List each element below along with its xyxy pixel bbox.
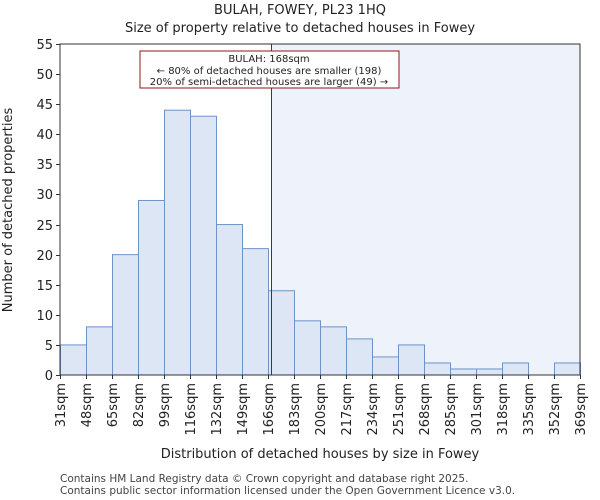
y-tick-label: 5: [45, 339, 53, 354]
x-tick-label: 166sqm: [262, 383, 277, 436]
histogram-bar: [216, 224, 243, 376]
x-tick-label: 369sqm: [574, 383, 589, 436]
y-tick-label: 45: [36, 98, 53, 113]
footer-line-2: Contains public sector information licen…: [60, 485, 516, 497]
y-tick-label: 10: [36, 309, 53, 324]
histogram-bar: [398, 344, 425, 376]
histogram-bar: [502, 362, 529, 376]
x-tick-label: 65sqm: [106, 383, 121, 427]
histogram-bar: [450, 368, 477, 376]
larger-region-shade: [271, 44, 580, 375]
x-tick-label: 251sqm: [392, 383, 407, 436]
y-tick-label: 40: [36, 128, 53, 143]
x-axis-label: Distribution of detached houses by size …: [161, 447, 480, 462]
x-tick-label: 285sqm: [444, 383, 459, 436]
y-tick-label: 30: [36, 188, 53, 203]
annotation-line-2: ← 80% of detached houses are smaller (19…: [157, 66, 382, 77]
x-tick-label: 31sqm: [54, 383, 69, 427]
histogram-bar: [60, 344, 87, 376]
x-tick-label: 217sqm: [340, 383, 355, 436]
y-tick-label: 25: [36, 219, 53, 234]
histogram-bar: [346, 338, 373, 376]
x-tick-label: 301sqm: [470, 383, 485, 436]
histogram-bar: [242, 248, 269, 376]
x-tick-label: 82sqm: [132, 383, 147, 427]
chart-subtitle: Size of property relative to detached ho…: [125, 21, 475, 36]
histogram-bar: [112, 254, 139, 376]
x-tick-label: 200sqm: [314, 383, 329, 436]
annotation-box: [139, 50, 400, 89]
histogram-bar: [372, 356, 399, 376]
x-tick-label: 132sqm: [210, 383, 225, 436]
x-tick-label: 116sqm: [184, 383, 199, 436]
property-annotation: BULAH: 168sqm ← 80% of detached houses a…: [139, 50, 400, 89]
footer-line-1: Contains HM Land Registry data © Crown c…: [60, 473, 469, 485]
y-tick-label: 0: [45, 369, 53, 384]
x-tick-label: 318sqm: [496, 383, 511, 436]
x-tick-label: 234sqm: [366, 383, 381, 436]
histogram-bar: [138, 199, 165, 376]
histogram-bar: [268, 290, 295, 376]
chart-title: BULAH, FOWEY, PL23 1HQ: [214, 3, 386, 18]
y-tick-label: 20: [36, 249, 53, 264]
histogram-bar: [320, 326, 347, 376]
annotation-line-1: BULAH: 168sqm: [228, 54, 309, 65]
y-tick-label: 55: [36, 38, 53, 53]
y-tick-label: 50: [36, 68, 53, 83]
histogram-bar: [554, 362, 581, 376]
x-tick-label: 149sqm: [236, 383, 251, 436]
y-tick-label: 15: [36, 279, 53, 294]
x-tick-label: 48sqm: [80, 383, 95, 427]
x-tick-label: 352sqm: [548, 383, 563, 436]
histogram-bar: [164, 109, 191, 376]
histogram-bar: [476, 368, 503, 376]
x-tick-label: 268sqm: [418, 383, 433, 436]
y-tick-label: 35: [36, 158, 53, 173]
y-axis-label: Number of detached properties: [1, 108, 16, 313]
annotation-line-3: 20% of semi-detached houses are larger (…: [150, 77, 388, 88]
histogram-bar: [294, 320, 321, 376]
x-tick-label: 183sqm: [288, 383, 303, 436]
x-tick-label: 99sqm: [158, 383, 173, 427]
histogram-bar: [86, 326, 113, 376]
x-tick-label: 335sqm: [522, 383, 537, 436]
histogram-bar: [424, 362, 451, 376]
histogram-bar: [190, 115, 217, 376]
